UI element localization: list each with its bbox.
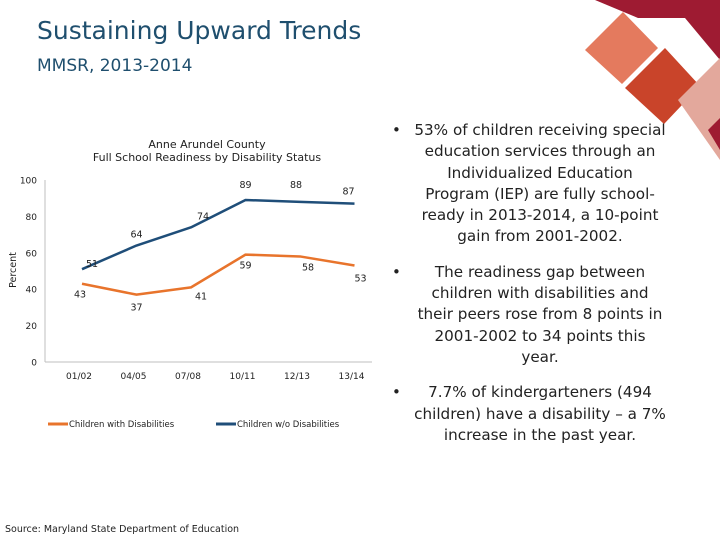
series-line-without-disabilities: [81, 198, 355, 271]
x-tick-labels: 01/02 04/05 07/08 10/11 12/13 13/14: [66, 372, 365, 382]
shape-dark-red-diamond: [670, 0, 720, 60]
x-tick-label: 01/02: [66, 372, 92, 382]
x-tick-label: 13/14: [339, 372, 365, 382]
bullet-item-3: • 7.7% of kindergarteners (494 children)…: [386, 382, 666, 446]
chart-series: [81, 198, 355, 296]
shape-orange-red-tile: [625, 48, 700, 124]
slide-subtitle: MMSR, 2013-2014: [37, 56, 193, 76]
x-tick-label: 10/11: [230, 372, 256, 382]
bullet-text: 7.7% of kindergarteners (494 children) h…: [414, 383, 666, 444]
bullet-marker: •: [392, 262, 401, 281]
series-line-with-disabilities: [81, 253, 355, 296]
chart-axes: [44, 180, 372, 363]
bullet-marker: •: [392, 121, 401, 139]
y-tick-label: 60: [26, 249, 38, 259]
data-label: 43: [74, 290, 86, 301]
chart-title: Anne Arundel County: [148, 138, 266, 151]
data-label: 59: [239, 261, 251, 272]
slide-title: Sustaining Upward Trends: [37, 16, 362, 45]
data-label: 51: [86, 259, 98, 270]
source-note: Source: Maryland State Department of Edu…: [5, 524, 240, 535]
legend-label: Children with Disabilities: [69, 420, 175, 430]
bullet-text: 53% of children receiving special educat…: [414, 121, 666, 246]
x-tick-label: 12/13: [284, 372, 310, 382]
y-tick-labels: 0 20 40 60 80 100: [20, 177, 37, 369]
y-tick-label: 0: [31, 359, 37, 369]
data-label: 53: [354, 274, 366, 285]
y-tick-label: 100: [20, 177, 37, 187]
legend-label: Children w/o Disabilities: [237, 420, 340, 430]
readiness-line-chart: Anne Arundel County Full School Readines…: [8, 138, 372, 430]
data-label: 41: [195, 291, 207, 302]
y-tick-label: 40: [26, 286, 38, 296]
x-tick-label: 07/08: [175, 372, 201, 382]
data-label: 74: [197, 211, 209, 222]
data-label: 37: [130, 303, 142, 314]
data-labels: 43 37 41 59 58 53 51 64 74 89 88 87: [74, 180, 367, 314]
data-label: 87: [342, 187, 354, 198]
data-label: 89: [239, 180, 251, 191]
data-label: 88: [290, 180, 302, 191]
y-tick-label: 20: [26, 322, 38, 332]
bullet-marker: •: [392, 383, 401, 402]
data-label: 64: [130, 230, 142, 241]
decorative-shapes: [585, 0, 720, 160]
y-tick-label: 80: [26, 213, 38, 223]
x-tick-label: 04/05: [121, 372, 147, 382]
shape-rose-tile: [678, 58, 720, 160]
chart-subtitle: Full School Readiness by Disability Stat…: [93, 151, 321, 164]
bullet-list: • 53% of children receiving special educ…: [386, 120, 666, 460]
shape-red-sliver: [708, 118, 720, 150]
decorative-banner: [540, 0, 720, 540]
y-axis-label: Percent: [8, 252, 19, 288]
shape-salmon-tile: [585, 12, 658, 84]
bullet-item-2: • The readiness gap between children wit…: [386, 262, 666, 368]
bullet-text: The readiness gap between children with …: [417, 262, 663, 366]
bullet-item-1: • 53% of children receiving special educ…: [386, 120, 666, 248]
data-label: 58: [302, 262, 314, 273]
chart-legend: Children with Disabilities Children w/o D…: [48, 420, 340, 430]
